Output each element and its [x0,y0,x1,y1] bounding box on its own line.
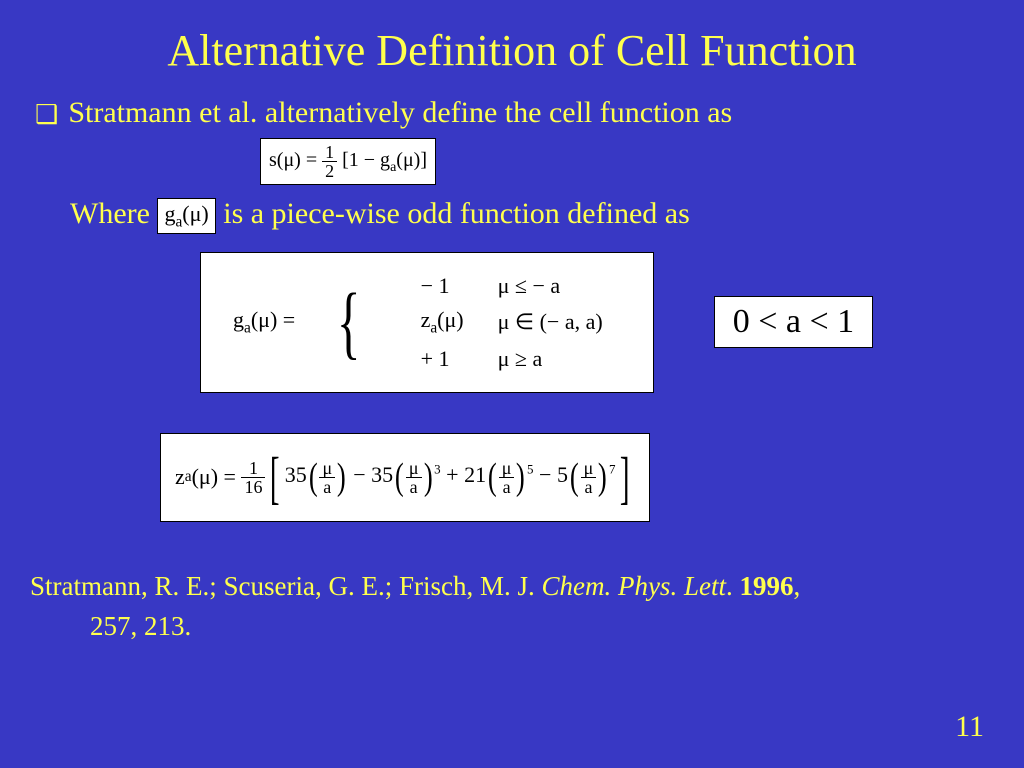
where-prefix: Where [70,197,150,230]
eq-tail: (μ)] [396,149,427,171]
pw-cond: μ ≥ a [482,343,619,375]
frac-den: 2 [322,162,337,180]
page-number: 11 [955,710,984,744]
equation-s: s(μ) = 1 2 [1 − ga(μ)] [260,138,436,185]
pw-lhs-arg: (μ) = [251,307,295,332]
z-sub: a [185,468,192,486]
bullet-row: ❑ Stratmann et al. alternatively define … [0,96,1024,130]
rbracket-icon: ] [620,444,630,511]
pw-val: + 1 [405,343,480,375]
piecewise-cases: − 1μ ≤ − a za(μ)μ ∈ (− a, a) + 1μ ≥ a [403,268,621,376]
brace-icon: { [337,281,361,363]
eq-lhs: s(μ) = [269,149,317,171]
pw-row: − 1μ ≤ − a [405,270,619,302]
z-terms: 35(μa) − 35(μa)3 + 21(μa)5 − 5(μa)7 [285,455,616,499]
ref-sep2: , [793,571,800,601]
bullet-text: Stratmann et al. alternatively define th… [68,96,989,130]
pw-lhs-sub: a [244,320,251,337]
piecewise-row: ga(μ) = { − 1μ ≤ − a za(μ)μ ∈ (− a, a) +… [0,252,1024,392]
equation-s-row: s(μ) = 1 2 [1 − ga(μ)] [260,138,1024,185]
pw-row: za(μ)μ ∈ (− a, a) [405,304,619,340]
lbracket-icon: [ [270,444,280,511]
eq-frac: 1 2 [322,143,337,180]
ref-year: 1996 [739,571,793,601]
pw-val: − 1 [405,270,480,302]
slide-title: Alternative Definition of Cell Function [0,0,1024,96]
ref-line2: 257, 213. [30,606,904,647]
pw-val: za(μ) [405,304,480,340]
ref-sep: . [726,571,740,601]
where-suffix: is a piece-wise odd function defined as [223,197,690,230]
z-arg: (μ) = [192,464,236,490]
inline-g: g [164,201,175,226]
pw-lhs-g: g [233,307,244,332]
frac-num: 1 [241,459,265,478]
ref-journal: Chem. Phys. Lett [541,571,725,601]
where-row: Where ga(μ) is a piece-wise odd function… [0,197,1024,234]
equation-z-row: za(μ) = 1 16 [ 35(μa) − 35(μa)3 + 21(μa)… [0,433,1024,522]
equation-z: za(μ) = 1 16 [ 35(μa) − 35(μa)3 + 21(μa)… [160,433,650,522]
pw-cond: μ ∈ (− a, a) [482,304,619,340]
range-box: 0 < a < 1 [714,296,873,348]
reference: Stratmann, R. E.; Scuseria, G. E.; Frisc… [0,566,1024,647]
bullet-icon: ❑ [35,100,58,130]
inline-arg: (μ) [182,201,208,226]
frac-num: 1 [322,143,337,162]
where-inline-eq: ga(μ) [157,198,215,234]
z-lead-frac: 1 16 [241,459,265,496]
eq-rhs: [1 − g [342,149,390,171]
frac-den: 16 [241,478,265,496]
piecewise-box: ga(μ) = { − 1μ ≤ − a za(μ)μ ∈ (− a, a) +… [200,252,654,392]
pw-row: + 1μ ≥ a [405,343,619,375]
z-lhs: z [175,464,185,490]
pw-cond: μ ≤ − a [482,270,619,302]
ref-authors: Stratmann, R. E.; Scuseria, G. E.; Frisc… [30,571,541,601]
